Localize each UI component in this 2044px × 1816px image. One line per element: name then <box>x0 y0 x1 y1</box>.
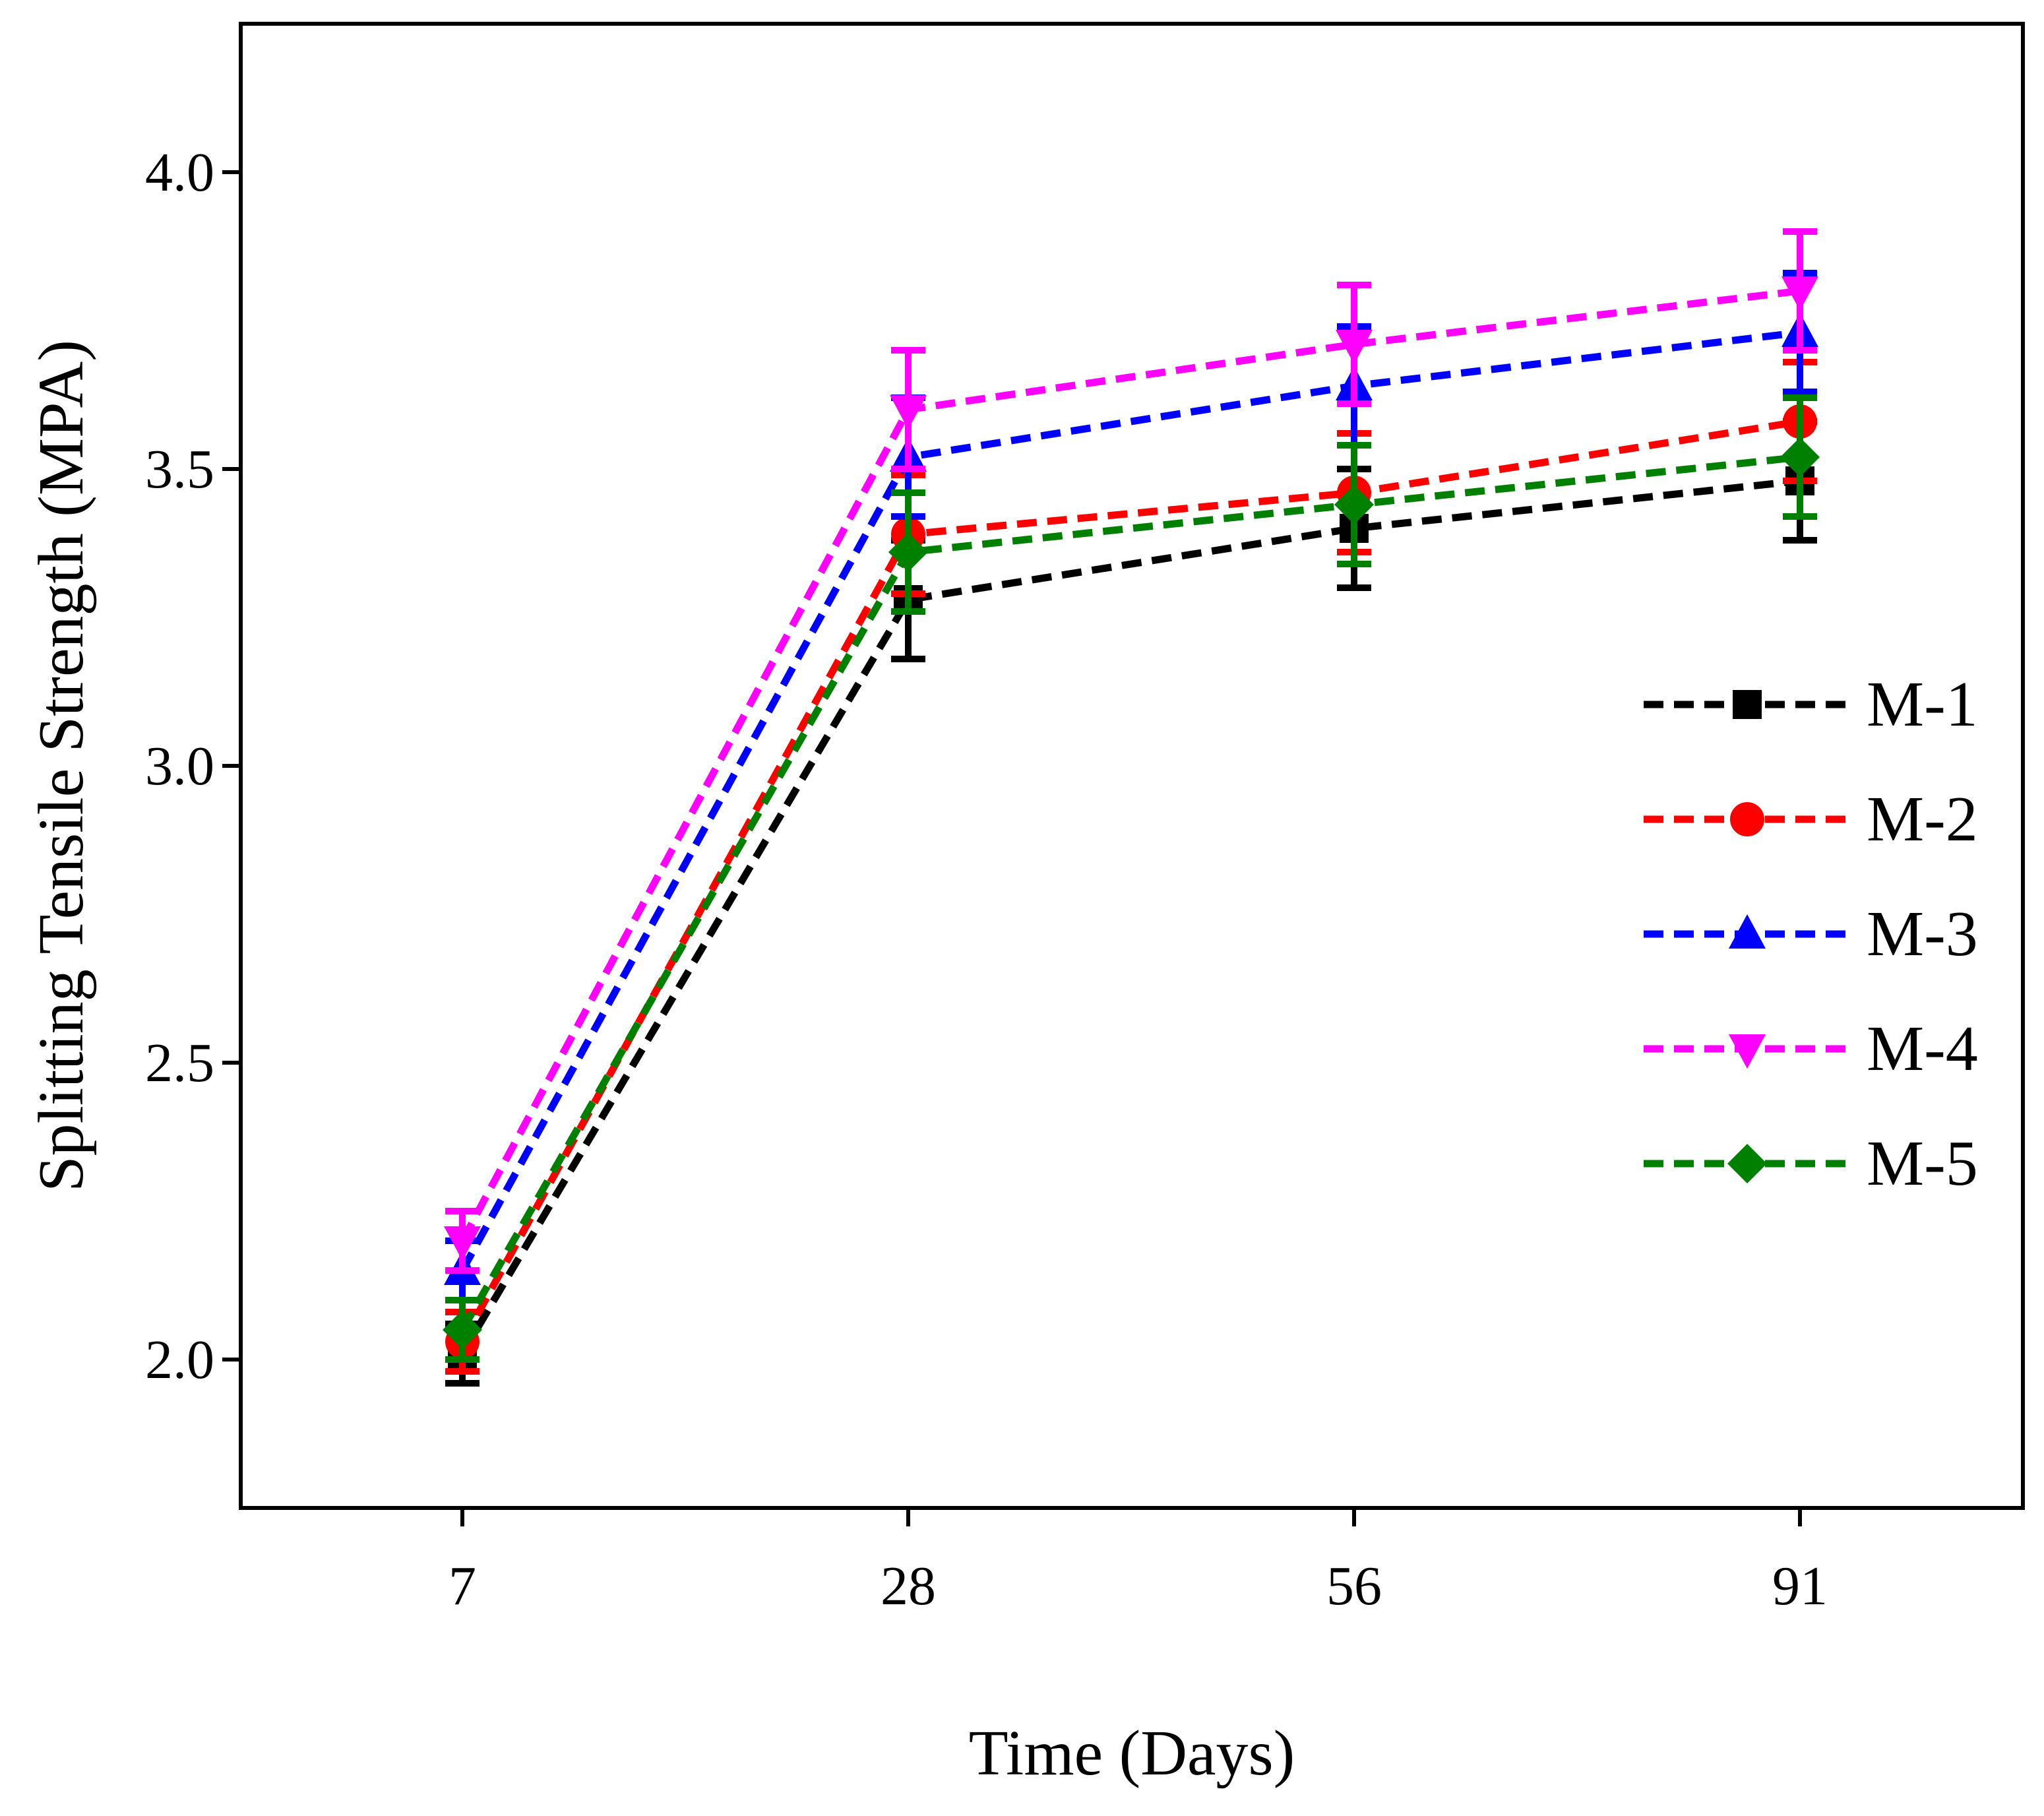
marker-diamond <box>1727 1144 1767 1183</box>
series-line <box>459 287 1801 1243</box>
series-M-2 <box>445 359 1817 1375</box>
legend-entry-M-4: M-4 <box>1644 1013 1978 1084</box>
marker-triangle-down <box>890 395 927 429</box>
marker-diamond <box>1780 437 1820 477</box>
marker-triangle-down <box>444 1226 481 1261</box>
legend-label: M-2 <box>1867 784 1978 855</box>
series-M-1 <box>445 418 1817 1387</box>
legend: M-1 M-2 M-3 M-4 M-5 <box>1644 669 1978 1199</box>
marker-square <box>1733 690 1762 719</box>
x-tick-label: 91 <box>1772 1555 1828 1617</box>
x-tick-label: 7 <box>449 1555 476 1617</box>
marker-circle <box>1730 802 1764 836</box>
marker-diamond <box>888 532 928 572</box>
marker-triangle-down <box>1781 276 1818 311</box>
legend-entry-M-2: M-2 <box>1644 784 1978 855</box>
series-M-3 <box>444 270 1818 1303</box>
legend-label: M-4 <box>1867 1013 1978 1084</box>
y-tick-label: 2.0 <box>145 1329 214 1391</box>
y-tick-label: 4.0 <box>145 142 214 203</box>
legend-label: M-3 <box>1867 898 1978 970</box>
x-tick-label: 56 <box>1326 1555 1382 1617</box>
legend-entry-M-3: M-3 <box>1644 898 1978 970</box>
y-tick-label: 2.5 <box>145 1032 214 1094</box>
marker-triangle-down <box>1729 1034 1766 1069</box>
y-tick-label: 3.0 <box>145 736 214 797</box>
legend-entry-M-1: M-1 <box>1644 669 1978 740</box>
marker-triangle-up <box>1729 914 1766 949</box>
marker-diamond <box>443 1310 482 1350</box>
y-tick-label: 3.5 <box>145 439 214 500</box>
series-line <box>459 453 1801 1332</box>
x-axis: 7 28 56 91 <box>449 1508 1828 1617</box>
legend-label: M-5 <box>1867 1128 1978 1199</box>
legend-label: M-1 <box>1867 669 1978 740</box>
plot-frame <box>239 22 2025 1510</box>
y-axis: 2.0 2.5 3.0 3.5 4.0 <box>145 142 241 1391</box>
series-layer <box>443 228 1820 1387</box>
y-axis-title: Splitting Tensile Strength (MPA) <box>26 340 97 1192</box>
series-line <box>459 418 1801 1344</box>
marker-triangle-down <box>1336 330 1373 364</box>
marker-diamond <box>1334 485 1374 524</box>
x-axis-title: Time (Days) <box>969 1718 1295 1789</box>
series-line <box>459 477 1801 1356</box>
x-tick-label: 28 <box>881 1555 936 1617</box>
series-line <box>459 329 1801 1272</box>
series-M-5 <box>443 394 1820 1363</box>
legend-entry-M-5: M-5 <box>1644 1128 1978 1199</box>
series-M-4 <box>444 228 1818 1274</box>
